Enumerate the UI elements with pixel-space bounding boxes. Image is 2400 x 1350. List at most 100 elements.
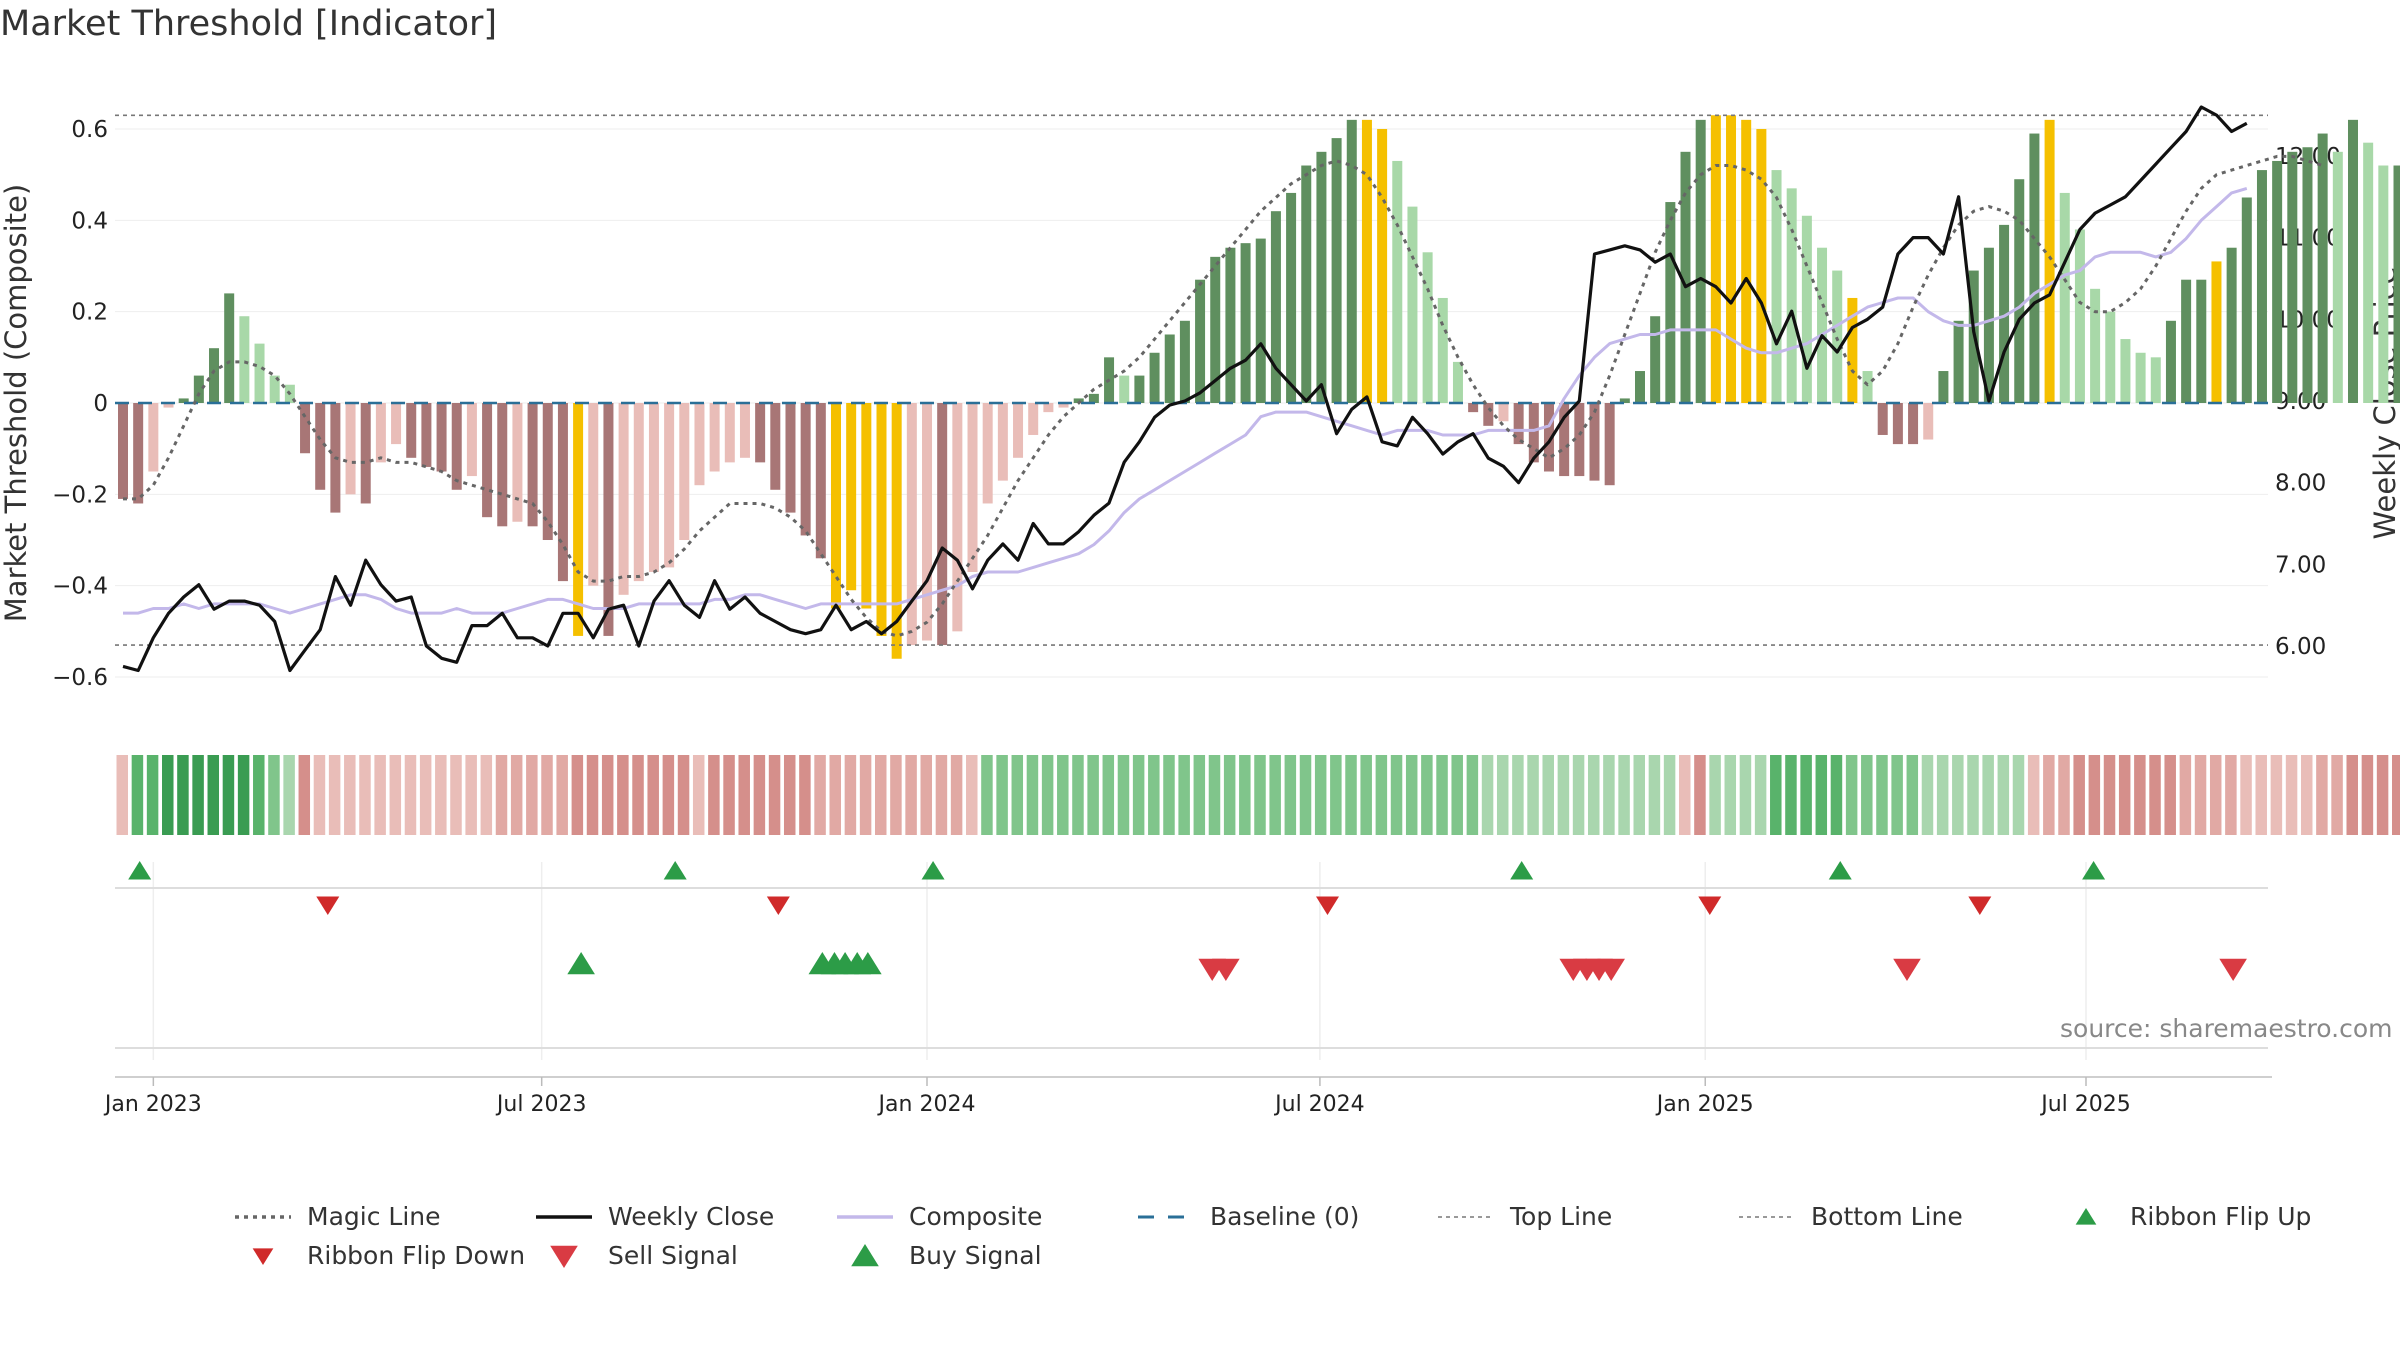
threshold-bar <box>1013 403 1024 458</box>
threshold-bar <box>375 403 386 463</box>
ribbon-cell <box>1724 755 1737 835</box>
ribbon-cell <box>222 755 235 835</box>
ribbon-cell <box>2300 755 2313 835</box>
threshold-bar <box>2165 320 2176 403</box>
threshold-bar <box>1407 206 1418 403</box>
threshold-bar <box>2196 279 2207 403</box>
buy-signal-marker <box>567 952 595 975</box>
threshold-bar <box>1877 403 1888 435</box>
threshold-bar <box>497 403 508 527</box>
threshold-bar <box>588 403 599 586</box>
ribbon-cell <box>2043 755 2055 835</box>
ribbon-cell <box>556 755 568 835</box>
ribbon-cell <box>1997 755 2010 835</box>
ribbon-cell <box>1057 755 1069 835</box>
legend-item: Composite <box>837 1202 1042 1231</box>
legend-item: Bottom Line <box>1739 1202 1963 1231</box>
ribbon-cell <box>1633 755 1645 835</box>
ribbon-cell <box>313 755 326 835</box>
ribbon-cell <box>2209 755 2222 835</box>
threshold-bar <box>679 403 690 541</box>
ribbon-cell <box>601 755 614 835</box>
ribbon-cell <box>1952 755 1964 835</box>
ribbon-cell <box>1390 755 1403 835</box>
ribbon-cell <box>753 755 766 835</box>
legend-item: Top Line <box>1438 1202 1612 1231</box>
legend-item: Sell Signal <box>550 1241 738 1270</box>
threshold-bar <box>2211 261 2222 403</box>
threshold-bar <box>2105 311 2116 403</box>
ribbon-cell <box>253 755 265 835</box>
ribbon-cell <box>966 755 978 835</box>
threshold-bar <box>1528 403 1539 463</box>
ribbon-cell <box>1117 755 1130 835</box>
threshold-bar <box>315 403 326 490</box>
ribbon-cell <box>268 755 280 835</box>
threshold-bar <box>406 403 417 458</box>
y2-tick-label: 6.00 <box>2275 634 2326 660</box>
ribbon-cell <box>1906 755 1919 835</box>
y-tick-label: 0.4 <box>71 208 108 234</box>
x-tick-label: Jan 2024 <box>877 1092 976 1117</box>
threshold-bar <box>1589 403 1600 481</box>
ribbon-cell <box>344 755 356 835</box>
legend-item: Ribbon Flip Up <box>2075 1202 2311 1231</box>
ribbon-cell <box>1496 755 1509 835</box>
ribbon-cell <box>996 755 1008 835</box>
threshold-bar <box>224 293 235 403</box>
threshold-bar <box>2074 229 2085 403</box>
ribbon-cell <box>1436 755 1448 835</box>
x-tick-label: Jan 2025 <box>1655 1092 1754 1117</box>
threshold-bar <box>2090 288 2101 403</box>
threshold-bar <box>345 403 356 495</box>
ribbon-cell <box>1011 755 1024 835</box>
ribbon-cell <box>1208 755 1221 835</box>
ribbon-cell <box>708 755 720 835</box>
threshold-bar <box>391 403 402 445</box>
threshold-bar <box>1695 119 1706 403</box>
ribbon-cell <box>2027 755 2040 835</box>
sell-signal-marker <box>1597 958 1625 981</box>
threshold-bar <box>209 348 220 403</box>
ribbon-cell <box>1694 755 1706 835</box>
ribbon-cell <box>632 755 644 835</box>
y-axis-label: Market Threshold (Composite) <box>0 184 33 622</box>
ribbon-cell <box>2225 755 2237 835</box>
ribbon-cell <box>783 755 796 835</box>
ribbon-cell <box>1041 755 1054 835</box>
ribbon-cell <box>1026 755 1039 835</box>
ribbon-cell <box>1421 755 1433 835</box>
ribbon-cell <box>2316 755 2328 835</box>
threshold-bar <box>1619 398 1630 403</box>
threshold-bar <box>193 375 204 403</box>
threshold-bar <box>1452 361 1463 403</box>
threshold-bar <box>178 398 189 403</box>
ribbon-cell <box>1557 755 1570 835</box>
y-tick-label: 0.2 <box>71 300 108 326</box>
legend: Magic Line Weekly Close Composite Baseline … <box>235 1202 2311 1270</box>
ribbon-cell <box>662 755 675 835</box>
legend-label: Top Line <box>1509 1202 1612 1231</box>
legend-item: Weekly Close <box>536 1202 774 1231</box>
main-panel: 0.60.40.20−0.2−0.4−0.612.0011.0010.009.0… <box>0 105 2400 691</box>
threshold-bar <box>2029 133 2040 403</box>
threshold-bar <box>2347 119 2358 403</box>
ribbon-cell <box>920 755 933 835</box>
ribbon-cell <box>617 755 629 835</box>
signals-panel: Jan 2023 Jul 2023 Jan 2024 Jul 2024 Jan 2025… <box>103 861 2272 1117</box>
ribbon-cell <box>1618 755 1630 835</box>
threshold-bar <box>830 403 841 609</box>
threshold-bar <box>1498 403 1509 422</box>
ribbon-cell <box>1754 755 1767 835</box>
ribbon-cell <box>419 755 432 835</box>
ribbon-cell <box>981 755 993 835</box>
threshold-bar <box>2241 197 2252 403</box>
ribbon-cell <box>2285 755 2298 835</box>
ribbon-cell <box>2376 755 2389 835</box>
ribbon-cell <box>1876 755 1888 835</box>
ribbon-cell <box>1921 755 1934 835</box>
threshold-bar <box>1134 375 1145 403</box>
ribbon-cell <box>768 755 781 835</box>
ribbon-cell <box>586 755 599 835</box>
